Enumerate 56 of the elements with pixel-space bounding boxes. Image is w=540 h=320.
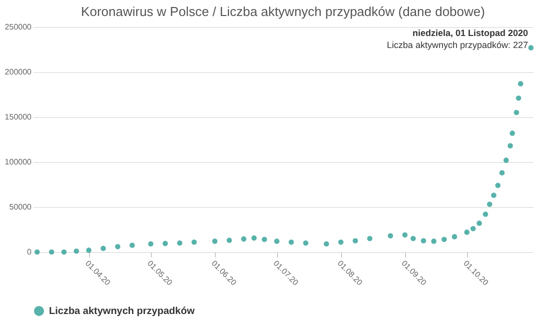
point xyxy=(148,241,154,247)
point xyxy=(420,238,426,244)
point xyxy=(514,110,520,116)
point xyxy=(74,248,80,254)
point xyxy=(528,45,534,50)
y-tick-label: 250000 xyxy=(4,22,32,32)
point xyxy=(367,236,372,242)
point xyxy=(442,236,447,242)
legend-label: Liczba aktywnych przypadków xyxy=(49,306,195,317)
point xyxy=(510,130,515,136)
point xyxy=(48,249,54,255)
point xyxy=(115,244,120,250)
point xyxy=(431,238,436,244)
point xyxy=(177,240,182,246)
point xyxy=(130,242,135,248)
point xyxy=(495,182,501,188)
annotation: Liczba aktywnych przypadków: 227 xyxy=(386,40,528,50)
y-tick-label: 50000 xyxy=(9,202,32,212)
point xyxy=(476,220,482,226)
point xyxy=(86,248,92,253)
point xyxy=(338,239,344,245)
point xyxy=(226,238,232,243)
point xyxy=(352,238,358,244)
annotation: niedziela, 01 Listopad 2020 xyxy=(412,28,528,38)
point xyxy=(402,232,408,238)
point xyxy=(470,226,476,232)
point xyxy=(274,238,280,244)
point xyxy=(508,143,513,148)
point xyxy=(100,246,106,252)
y-tick-label: 200000 xyxy=(4,68,32,76)
point xyxy=(162,240,168,246)
point xyxy=(499,170,505,176)
point xyxy=(388,233,394,238)
chart-title: Koronawirus w Polsce / Liczba aktywnych przypadków (dane dobowe) xyxy=(81,4,485,19)
point xyxy=(464,230,470,235)
point xyxy=(262,236,268,242)
point xyxy=(303,240,308,246)
point xyxy=(288,239,294,245)
y-tick-label: 0 xyxy=(27,248,32,256)
point xyxy=(503,158,509,163)
point xyxy=(452,234,458,240)
point xyxy=(410,236,416,242)
point xyxy=(251,235,257,241)
point xyxy=(482,212,488,217)
point xyxy=(516,95,522,101)
y-tick-label: 100000 xyxy=(4,158,32,166)
point xyxy=(212,238,218,244)
y-tick-label: 150000 xyxy=(4,112,32,122)
point xyxy=(486,202,492,207)
point xyxy=(192,239,197,245)
point xyxy=(518,81,524,86)
point xyxy=(241,236,246,242)
point xyxy=(491,192,496,198)
point xyxy=(61,249,67,255)
point xyxy=(324,241,330,247)
point xyxy=(34,249,40,255)
